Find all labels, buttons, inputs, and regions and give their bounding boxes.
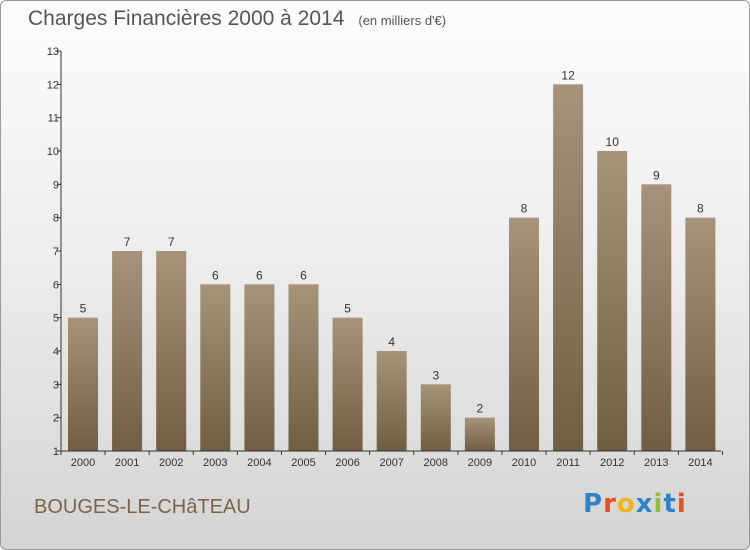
bar xyxy=(376,351,407,451)
bar xyxy=(156,251,187,451)
bar xyxy=(420,384,451,451)
y-tick-label: 10 xyxy=(47,146,59,158)
x-tick-label: 2000 xyxy=(71,457,95,469)
x-tick-label: 2014 xyxy=(688,457,712,469)
x-tick-label: 2011 xyxy=(556,457,580,469)
bar xyxy=(68,317,98,451)
data-label: 6 xyxy=(256,268,263,282)
bar xyxy=(597,151,628,451)
x-tick-label: 2008 xyxy=(424,457,448,469)
data-label: 6 xyxy=(212,268,219,282)
chart-title-text: Charges Financières 2000 à 2014 xyxy=(28,7,345,30)
x-tick-label: 2005 xyxy=(291,457,315,469)
y-tick-label: 8 xyxy=(53,213,59,225)
commune-name: BOUGES-LE-CHâTEAU xyxy=(34,496,251,518)
data-label: 5 xyxy=(344,302,351,316)
y-tick-label: 12 xyxy=(47,79,59,91)
data-label: 4 xyxy=(388,335,395,349)
data-label: 7 xyxy=(168,235,175,249)
y-tick-label: 1 xyxy=(53,446,59,458)
data-label: 7 xyxy=(124,235,131,249)
data-label: 12 xyxy=(561,68,575,82)
x-tick-label: 2009 xyxy=(468,457,492,469)
bar xyxy=(464,417,495,451)
chart-unit: (en milliers d'€) xyxy=(358,13,447,28)
y-tick-label: 4 xyxy=(53,346,59,358)
y-tick-label: 11 xyxy=(48,113,59,125)
bar xyxy=(200,284,231,451)
data-label: 9 xyxy=(653,168,660,182)
proxiti-logo: Proxiti xyxy=(583,489,687,519)
bar xyxy=(332,317,363,451)
y-tick-label: 9 xyxy=(53,179,59,191)
x-tick-label: 2002 xyxy=(159,457,183,469)
bar xyxy=(288,284,319,451)
bar xyxy=(112,251,143,451)
bar xyxy=(509,217,539,451)
x-tick-label: 2003 xyxy=(203,457,227,469)
data-label: 8 xyxy=(697,202,704,216)
x-tick-label: 2013 xyxy=(644,457,668,469)
bar xyxy=(244,284,275,451)
data-label: 6 xyxy=(300,268,307,282)
x-tick-label: 2012 xyxy=(600,457,624,469)
x-tick-label: 2006 xyxy=(335,457,359,469)
data-label: 5 xyxy=(80,302,87,316)
bar xyxy=(685,217,716,451)
x-tick-label: 2004 xyxy=(247,457,271,469)
chart-title: Charges Financières 2000 à 2014 (en milli… xyxy=(28,7,446,31)
bar xyxy=(553,84,584,451)
y-tick-label: 5 xyxy=(53,313,59,325)
data-label: 8 xyxy=(521,202,528,216)
y-tick-label: 2 xyxy=(53,413,59,425)
y-tick-label: 3 xyxy=(53,379,59,391)
y-tick-label: 13 xyxy=(47,46,59,58)
data-label: 10 xyxy=(606,135,620,149)
data-label: 2 xyxy=(477,402,484,416)
x-tick-label: 2007 xyxy=(379,457,403,469)
x-tick-label: 2010 xyxy=(512,457,536,469)
y-tick-label: 6 xyxy=(53,279,59,291)
data-label: 3 xyxy=(432,368,439,382)
bar xyxy=(641,184,672,452)
x-tick-label: 2001 xyxy=(115,457,139,469)
y-tick-label: 7 xyxy=(53,246,59,258)
